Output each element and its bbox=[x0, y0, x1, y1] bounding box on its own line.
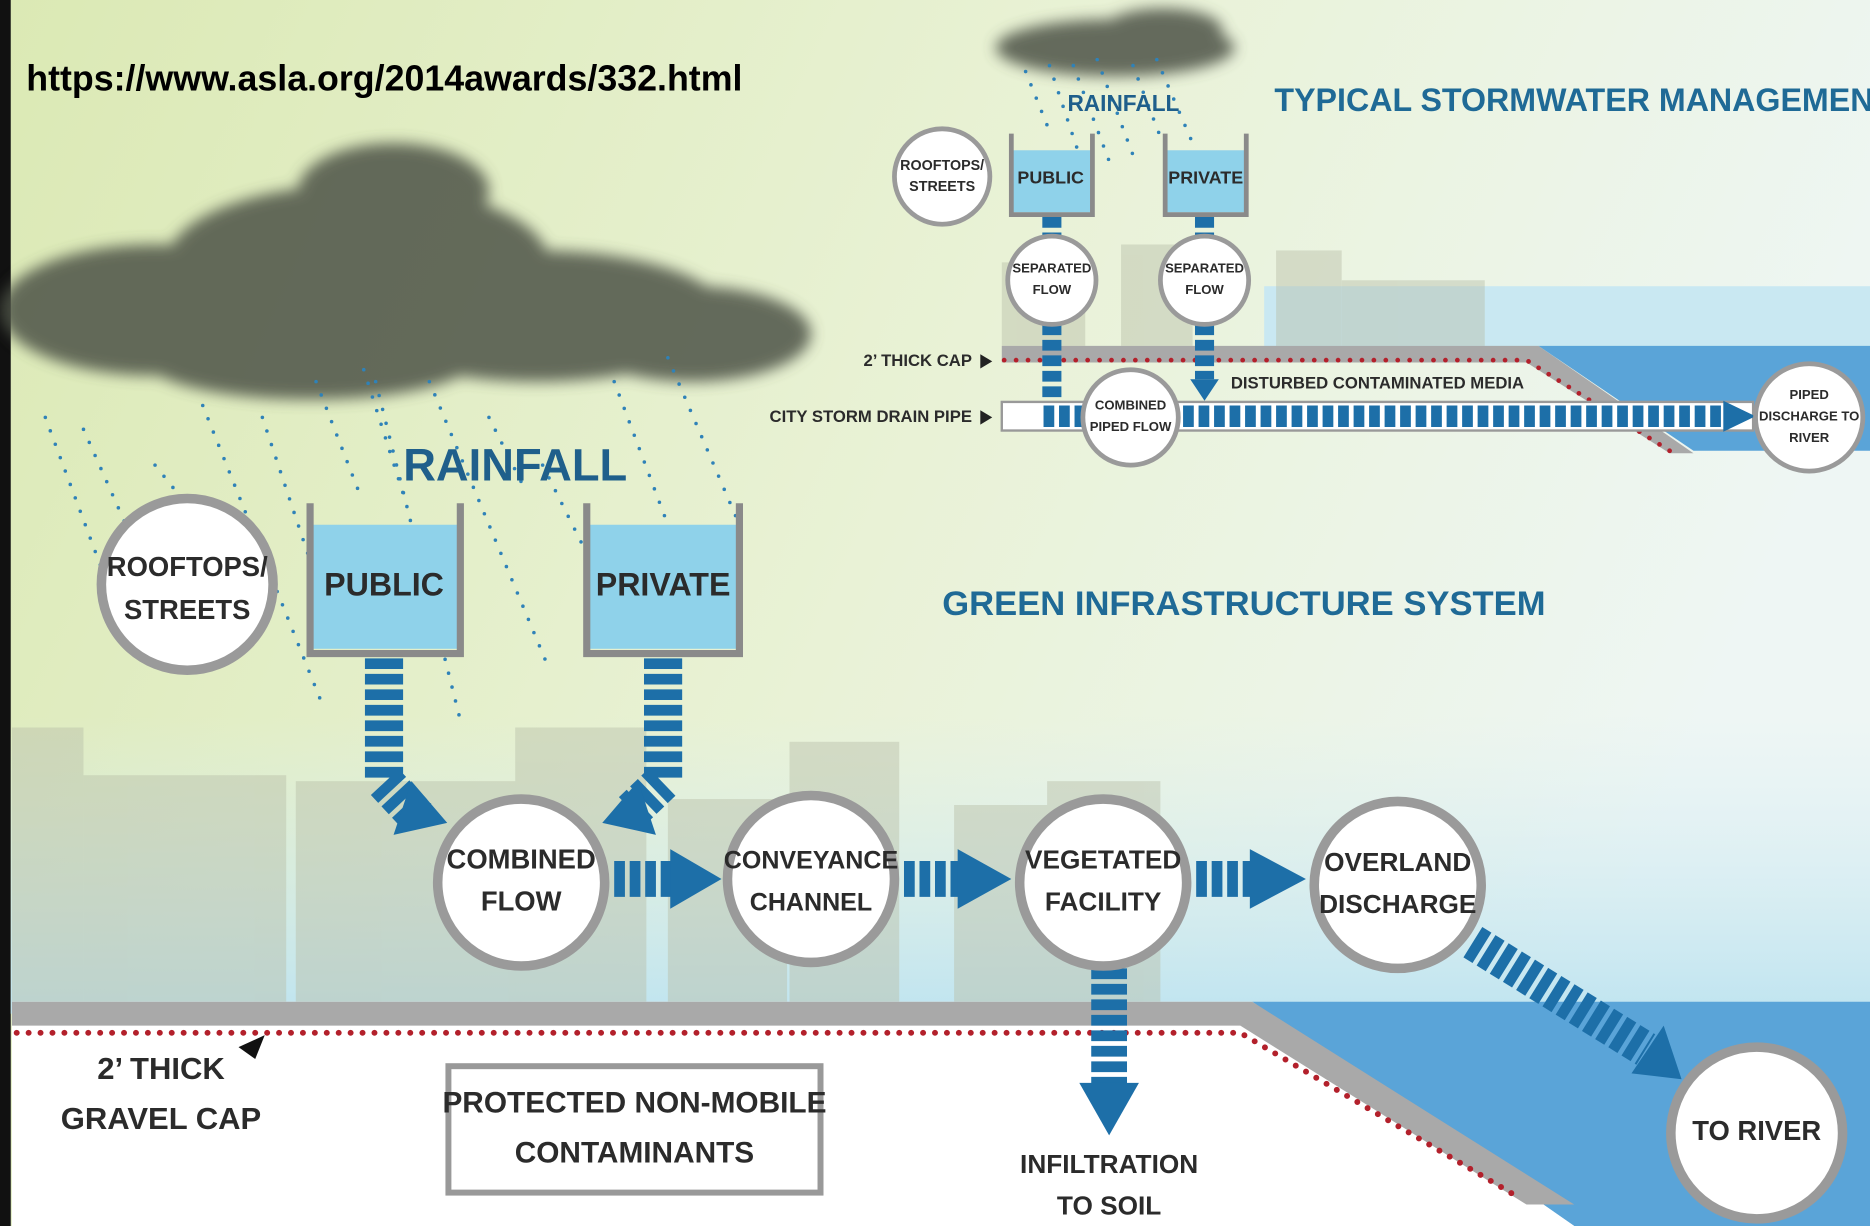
text-line: SEPARATED bbox=[1165, 261, 1244, 276]
page: {"source_url":"https://www.asla.org/2014… bbox=[0, 0, 1870, 1226]
text-line: TO SOIL bbox=[1057, 1190, 1161, 1220]
text-line: DISCHARGE TO bbox=[1759, 409, 1859, 424]
green-combined-node bbox=[438, 799, 605, 966]
green-vegetated-node bbox=[1020, 799, 1187, 966]
green-rainfall: RAINFALL bbox=[403, 440, 627, 491]
text-line: COMBINED bbox=[447, 844, 596, 875]
typical-media: DISTURBED CONTAMINATED MEDIA bbox=[1231, 373, 1524, 392]
text-line: OVERLAND bbox=[1324, 847, 1471, 877]
typical-drain-pipe: CITY STORM DRAIN PIPE bbox=[770, 407, 972, 426]
diagram: https://www.asla.org/2014awards/332.html… bbox=[0, 0, 1870, 1226]
green-private: PRIVATE bbox=[596, 566, 731, 602]
text-line: PIPED FLOW bbox=[1090, 420, 1172, 435]
typical-title: TYPICAL STORMWATER MANAGEMENT bbox=[1274, 82, 1870, 118]
typical-rainfall: RAINFALL bbox=[1067, 90, 1179, 116]
text-line: GRAVEL CAP bbox=[61, 1101, 261, 1136]
green-public: PUBLIC bbox=[324, 566, 444, 602]
green-rooftops-node bbox=[101, 499, 273, 671]
typical-combined-node bbox=[1083, 370, 1178, 465]
text-line: ROOFTOPS/ bbox=[107, 551, 268, 582]
green-conveyance-node bbox=[727, 795, 894, 962]
typical-separated-node bbox=[1008, 236, 1096, 324]
typical-cap: 2’ THICK CAP bbox=[863, 351, 972, 370]
typical-separated-node bbox=[1160, 236, 1248, 324]
typical-private: PRIVATE bbox=[1168, 168, 1243, 188]
text-line: STREETS bbox=[124, 594, 250, 625]
protected-box bbox=[448, 1066, 820, 1192]
text-line: CONVEYANCE bbox=[724, 846, 898, 874]
green-to-river: TO RIVER bbox=[1692, 1115, 1821, 1146]
text-line: STREETS bbox=[909, 179, 975, 195]
source-url: https://www.asla.org/2014awards/332.html bbox=[26, 59, 742, 99]
text-line: ROOFTOPS/ bbox=[900, 158, 984, 174]
text-line: PROTECTED NON-MOBILE bbox=[442, 1086, 826, 1119]
text-line: SEPARATED bbox=[1012, 261, 1091, 276]
text-line: PIPED bbox=[1790, 387, 1829, 402]
text-line: FLOW bbox=[481, 886, 562, 917]
text-line: FACILITY bbox=[1045, 886, 1162, 916]
text-line: CONTAMINANTS bbox=[515, 1136, 754, 1169]
edge bbox=[0, 0, 11, 1226]
text-line: RIVER bbox=[1789, 430, 1830, 445]
text-line: DISCHARGE bbox=[1319, 889, 1476, 919]
typical-public: PUBLIC bbox=[1017, 168, 1084, 188]
green-overland-node bbox=[1314, 801, 1481, 968]
text-line: FLOW bbox=[1185, 282, 1224, 297]
text-line: FLOW bbox=[1033, 282, 1072, 297]
text-line: CHANNEL bbox=[750, 888, 872, 916]
green-title: GREEN INFRASTRUCTURE SYSTEM bbox=[942, 585, 1545, 623]
text-line: VEGETATED bbox=[1025, 845, 1181, 875]
typical-rooftops-node bbox=[894, 129, 989, 224]
text-line: 2’ THICK bbox=[97, 1051, 225, 1086]
text-line: COMBINED bbox=[1095, 398, 1166, 413]
text-line: INFILTRATION bbox=[1020, 1149, 1198, 1179]
